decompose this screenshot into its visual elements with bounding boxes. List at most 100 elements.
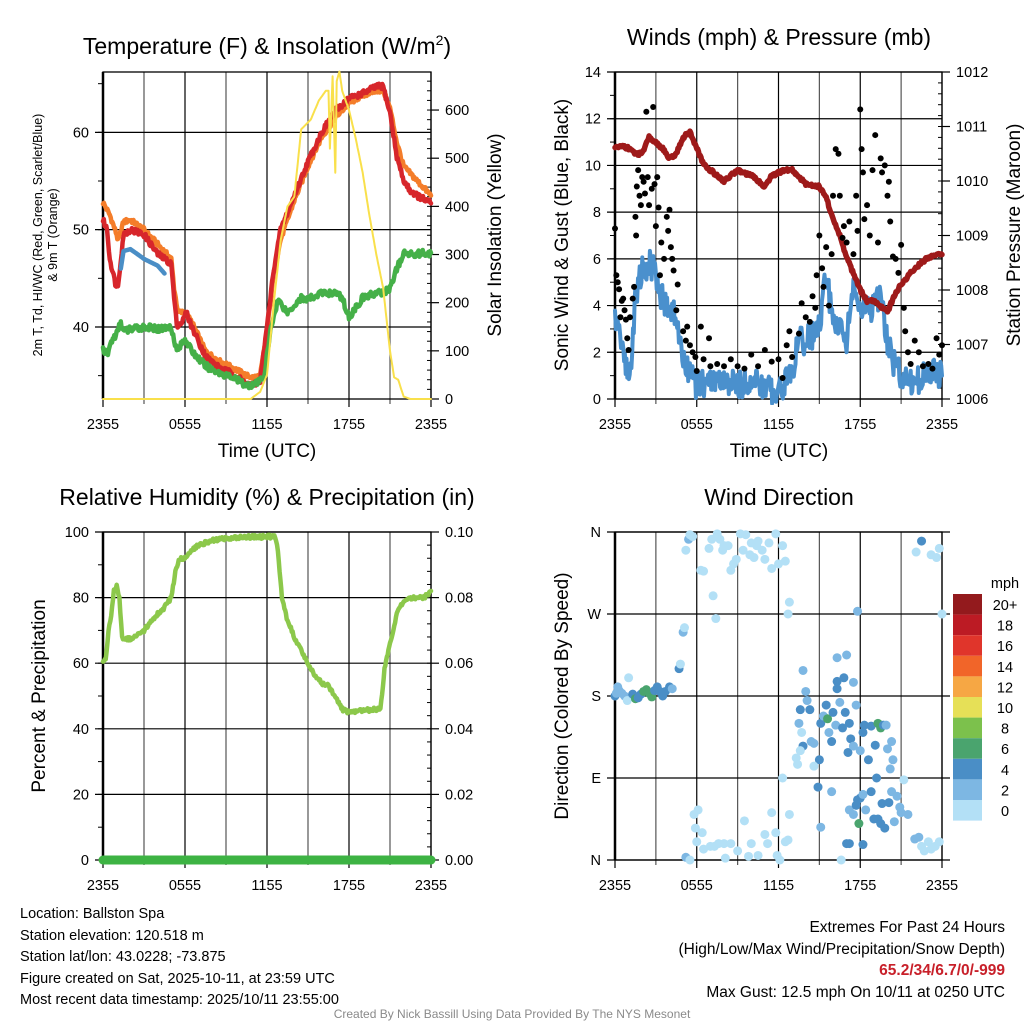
wind-direction-point — [883, 744, 892, 754]
wind-direction-point — [757, 545, 767, 555]
y2-tick-label: 1009 — [956, 229, 988, 245]
y-tick-label: S — [591, 689, 601, 705]
gust-point — [843, 239, 850, 246]
wind-direction-point — [720, 853, 730, 863]
gust-point — [632, 213, 639, 220]
station-info: Location: Ballston Spa Station elevation… — [20, 904, 339, 1012]
gust-point — [859, 169, 866, 176]
y-tick-label: 50 — [73, 223, 89, 239]
colorbar-swatch — [953, 758, 982, 780]
colorbar-label: 10 — [997, 701, 1013, 717]
x-tick-label: 2355 — [599, 878, 631, 894]
wind-direction-point — [848, 677, 858, 687]
plot-marks — [100, 70, 434, 400]
y2-tick-label: 0 — [445, 392, 453, 408]
wind-direction-point — [733, 846, 743, 856]
gust-point — [692, 353, 699, 360]
elevation-text: Station elevation: 120.518 m — [20, 927, 204, 944]
y2-tick-label: 0.04 — [445, 722, 473, 738]
wind-direction-point — [744, 851, 754, 861]
wind-direction-point — [767, 808, 777, 818]
y2-tick-label: 500 — [445, 151, 469, 167]
gust-point — [795, 330, 802, 337]
wind-direction-point — [816, 822, 826, 832]
wind-direction-point — [877, 799, 887, 809]
gust-point — [707, 363, 714, 370]
gust-point — [813, 272, 820, 279]
extremes-fields: (High/Low/Max Wind/Precipitation/Snow De… — [678, 940, 1006, 958]
wind-direction-point — [711, 614, 721, 624]
gust-point — [798, 300, 805, 307]
y-tick-label: 20 — [73, 787, 89, 803]
wind-direction-point — [858, 789, 868, 799]
gust-point — [887, 218, 894, 225]
temperature-y-axis-title-line1: 2m T, Td, HI/WC (Red, Green, Scarlet/Blu… — [31, 114, 45, 357]
y2-tick-label: 0.00 — [445, 853, 473, 869]
gust-point — [789, 353, 796, 360]
gust-point — [661, 255, 668, 262]
humidity-precipitation-plot: 0 20 40 60 80 100 0.00 0.02 0.04 0.06 0.08 0.10 2355… — [65, 525, 473, 894]
wind-direction-point — [832, 684, 842, 694]
wind-direction-point — [784, 597, 794, 607]
wind-direction-point — [881, 720, 891, 730]
plot-marks — [612, 104, 945, 405]
gust-point — [616, 286, 623, 293]
gust-point — [919, 363, 926, 370]
colorbar-swatch — [953, 635, 982, 656]
gust-point — [682, 337, 689, 344]
wind-direction-point — [832, 653, 842, 663]
gust-point — [839, 234, 846, 241]
x-tick-label: 2355 — [926, 417, 958, 433]
gust-point — [835, 150, 842, 157]
gust-point — [885, 178, 892, 185]
wind-direction-point — [827, 737, 837, 747]
gust-point — [669, 255, 676, 262]
gust-point — [637, 202, 644, 209]
wind-direction-point — [823, 714, 833, 724]
wind-direction-point — [797, 727, 807, 737]
wind-direction-point — [835, 697, 845, 707]
wind-direction-point — [814, 755, 824, 765]
colorbar-swatch — [953, 717, 982, 739]
wind-direction-point — [624, 673, 634, 683]
gust-point — [907, 360, 914, 367]
wind-direction-point — [760, 554, 770, 564]
wind-direction-point — [741, 530, 751, 540]
temperature-panel-title: Temperature (F) & Insolation (W/m2) — [83, 32, 451, 59]
gust-point — [846, 218, 853, 225]
wind-direction-point — [771, 529, 781, 539]
y-tick-label: W — [587, 607, 601, 623]
wind-direction-y-axis-title: Direction (Colored By Speed) — [552, 572, 573, 819]
y-tick-label: 14 — [585, 65, 601, 81]
x-tick-label: 1755 — [844, 417, 876, 433]
gust-point — [639, 174, 646, 181]
wind-direction-point — [892, 791, 902, 801]
colorbar-label: 2 — [1001, 783, 1009, 799]
wind-direction-point — [707, 534, 717, 544]
wind-direction-point — [805, 705, 815, 715]
wind-direction-point — [704, 543, 714, 553]
wind-direction-point — [746, 839, 756, 849]
y-tick-label: N — [591, 853, 601, 869]
max-gust-text: Max Gust: 12.5 mph On 10/11 at 0250 UTC — [706, 983, 1005, 1001]
gust-point — [697, 323, 704, 330]
gust-point — [656, 272, 663, 279]
wind-direction-point — [801, 686, 811, 696]
wind-direction-point — [739, 816, 749, 826]
gust-point — [643, 108, 650, 115]
gust-point — [832, 146, 839, 153]
wind-direction-point — [794, 718, 804, 728]
y-tick-label: N — [591, 525, 601, 541]
colorbar-swatch — [953, 594, 982, 615]
gust-point — [648, 185, 655, 192]
gust-point — [816, 232, 823, 239]
gust-point — [734, 363, 741, 370]
wind-direction-point — [763, 839, 773, 849]
x-tick-label: 1155 — [763, 878, 794, 894]
wind-direction-point — [838, 723, 848, 733]
colorbar-label: 12 — [997, 680, 1013, 696]
wind-direction-point — [760, 829, 770, 839]
y-tick-label: 4 — [593, 299, 601, 315]
y-tick-label: 40 — [73, 320, 89, 336]
